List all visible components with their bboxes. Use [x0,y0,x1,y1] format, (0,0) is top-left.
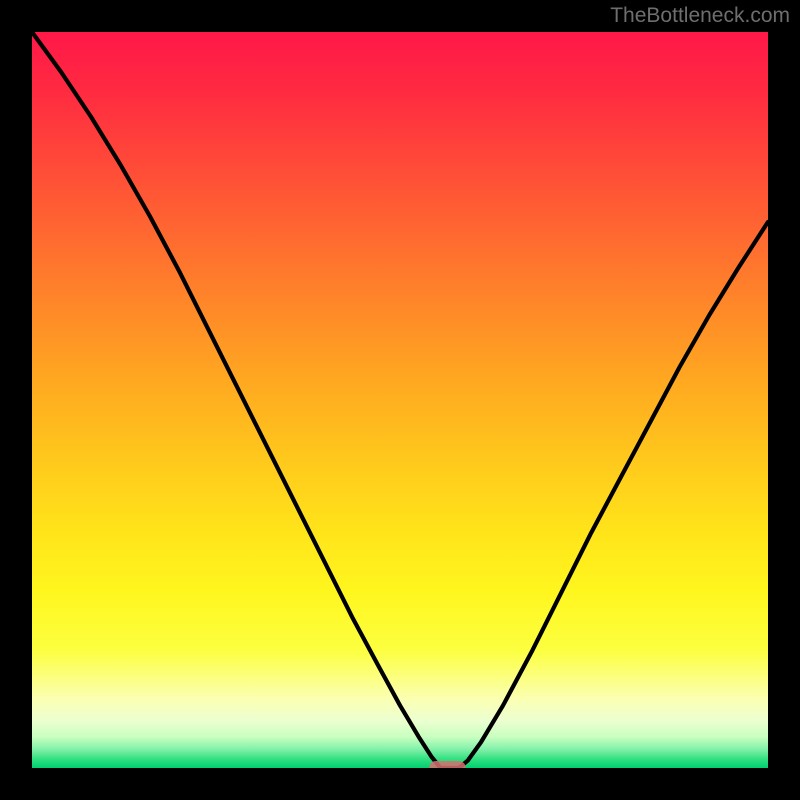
plot-area [32,32,768,768]
bottleneck-curve [32,32,768,768]
watermark-text: TheBottleneck.com [610,4,790,28]
minimum-marker [429,761,466,768]
